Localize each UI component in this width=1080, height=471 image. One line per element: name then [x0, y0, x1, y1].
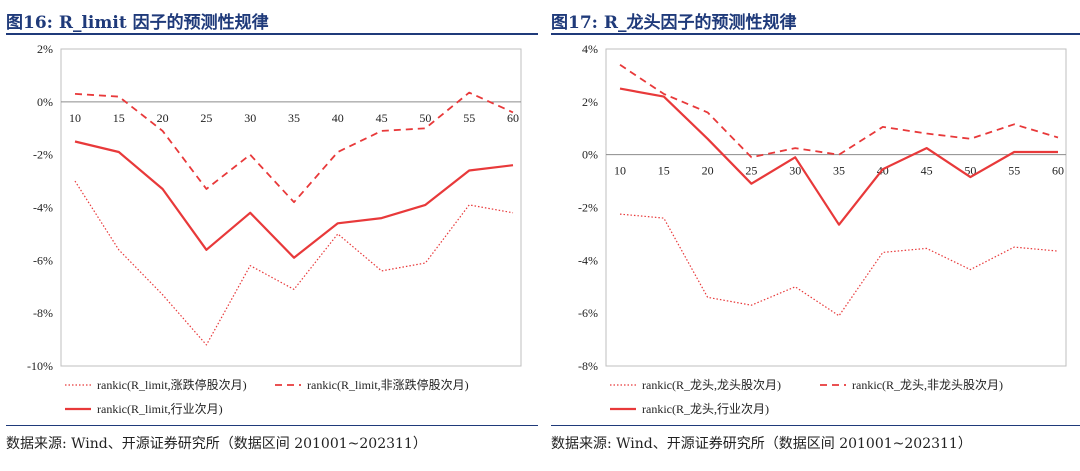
x-tick-label: 20 — [157, 111, 169, 125]
y-tick-label: 0% — [37, 95, 53, 109]
x-tick-label: 20 — [702, 164, 714, 178]
source-rule — [551, 425, 1080, 426]
x-tick-label: 35 — [833, 164, 845, 178]
x-tick-label: 10 — [69, 111, 81, 125]
plot-frame — [60, 48, 522, 367]
y-tick-label: -8% — [578, 359, 598, 373]
x-tick-label: 25 — [745, 164, 757, 178]
legend-label: rankic(R_龙头,非龙头股次月) — [852, 378, 1003, 392]
legend-label: rankic(R_limit,涨跌停股次月) — [97, 377, 247, 392]
x-tick-label: 40 — [332, 111, 344, 125]
x-tick-label: 45 — [921, 164, 933, 178]
y-tick-label: 0% — [582, 148, 598, 162]
series-line — [74, 140, 514, 259]
source-rule — [6, 425, 538, 426]
x-tick-label: 50 — [419, 111, 431, 125]
series-line — [619, 87, 1058, 226]
legend-label: rankic(R_limit,行业次月) — [97, 402, 223, 416]
line-chart: 2% 0% -2% -4% -6% -8% -10% 10 15 20 25 30 35 40 45 50 55… — [27, 42, 522, 416]
series-line — [74, 91, 514, 204]
title-rule — [551, 33, 1080, 35]
line-chart: 4%2%0%-2%-4%-6%-8%10 15 20 25 30 35 40 45 50 55 60… — [578, 42, 1067, 416]
y-tick-label: 2% — [37, 42, 53, 56]
y-tick-label: 2% — [582, 95, 598, 109]
x-tick-label: 15 — [658, 164, 670, 178]
y-tick-label: -4% — [578, 253, 598, 267]
legend-label: rankic(R_龙头,龙头股次月) — [642, 378, 781, 392]
y-tick-label: -4% — [33, 201, 53, 215]
x-tick-label: 25 — [200, 111, 212, 125]
x-tick-label: 10 — [614, 164, 626, 178]
figure-16: 图16: R_limit 因子的预测性规律 2% 0% -2% -4% -6% -8% -1… — [6, 0, 538, 471]
x-tick-label: 60 — [1052, 164, 1064, 178]
figure-17: 图17: R_龙头因子的预测性规律 4% 2% 0% -2% -4% -6% -8% 10 15… — [551, 0, 1080, 471]
legend-label: rankic(R_龙头,行业次月) — [642, 402, 769, 416]
plot-frame — [605, 48, 1067, 367]
x-tick-label: 55 — [463, 111, 475, 125]
x-tick-label: 60 — [507, 111, 519, 125]
y-tick-label: -10% — [27, 359, 53, 373]
series-line — [619, 213, 1059, 317]
x-tick-label: 45 — [376, 111, 388, 125]
series-line — [619, 64, 1059, 159]
x-tick-label: 30 — [244, 111, 256, 125]
y-tick-label: -2% — [578, 201, 598, 215]
source-note: 数据来源: Wind、开源证券研究所（数据区间 201001~202311） — [6, 436, 427, 452]
y-tick-label: -6% — [33, 253, 53, 267]
figure-title: 图16: R_limit 因子的预测性规律 — [6, 13, 269, 33]
x-tick-label: 35 — [288, 111, 300, 125]
legend-label: rankic(R_limit,非涨跌停股次月) — [307, 377, 469, 392]
x-tick-label: 15 — [113, 111, 125, 125]
y-tick-label: -6% — [578, 306, 598, 320]
title-rule — [6, 33, 538, 35]
figure-title: 图17: R_龙头因子的预测性规律 — [551, 13, 797, 33]
x-tick-label: 30 — [789, 164, 801, 178]
y-tick-label: 4% — [582, 42, 598, 56]
y-tick-label: -2% — [33, 148, 53, 162]
y-tick-label: -8% — [33, 306, 53, 320]
x-tick-label: 55 — [1008, 164, 1020, 178]
series-line — [74, 180, 514, 346]
source-note: 数据来源: Wind、开源证券研究所（数据区间 201001~202311） — [551, 436, 972, 452]
